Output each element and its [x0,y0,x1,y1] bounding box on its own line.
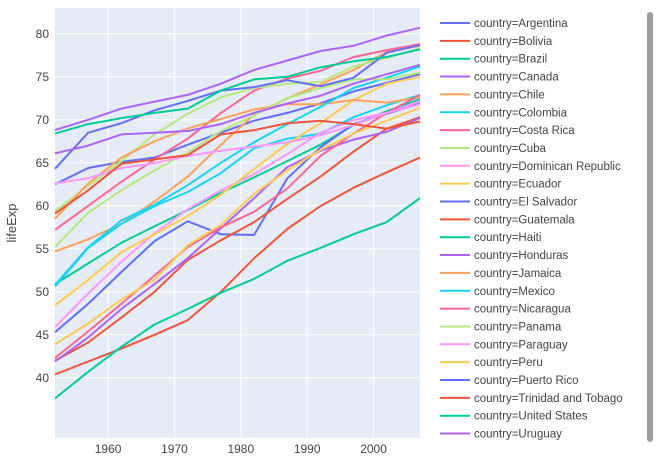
series-line-colombia [54,93,421,288]
legend-label: country=El Salvador [474,197,577,209]
legend-item-bolivia[interactable]: country=Bolivia [440,36,553,48]
legend-item-honduras[interactable]: country=Honduras [440,250,569,262]
legend-item-paraguay[interactable]: country=Paraguay [440,339,568,351]
series-line-guatemala [54,116,421,362]
series-line-jamaica [54,96,421,220]
legend-label: country=Mexico [474,286,555,298]
legend-item-costa-rica[interactable]: country=Costa Rica [440,125,575,137]
x-tick-label: 1980 [227,442,254,456]
x-tick-label: 1960 [95,442,122,456]
x-tick-label: 2000 [360,442,387,456]
legend-label: country=Ecuador [474,179,561,191]
series-line-mexico [54,65,421,286]
series-line-united-states [54,48,421,135]
legend-label: country=Argentina [474,18,568,30]
y-tick-label: 55 [36,242,50,256]
series-line-panama [54,71,421,248]
legend-item-argentina[interactable]: country=Argentina [440,18,568,30]
legend-item-mexico[interactable]: country=Mexico [440,286,555,298]
legend-scrollbar[interactable] [647,12,653,442]
series-line-costa-rica [54,43,421,231]
series-line-cuba [54,47,421,212]
legend-item-jamaica[interactable]: country=Jamaica [440,268,562,280]
series-line-chile [54,44,421,253]
x-tick-label: 1990 [294,442,321,456]
legend-item-colombia[interactable]: country=Colombia [440,107,568,119]
legend-label: country=Paraguay [474,339,568,351]
plot-background [55,8,420,438]
series-line-ecuador [54,75,421,307]
legend-item-cuba[interactable]: country=Cuba [440,143,547,155]
legend-item-uruguay[interactable]: country=Uruguay [440,429,562,441]
legend-label: country=Guatemala [474,214,575,226]
legend-label: country=Jamaica [474,268,562,280]
legend-label: country=Brazil [474,54,547,66]
y-tick-label: 40 [36,371,50,385]
legend-label: country=Nicaragua [474,304,571,316]
legend-label: country=Bolivia [474,36,553,48]
legend: country=Argentina country=Bolivia country=… [440,18,623,441]
y-tick-label: 75 [36,70,50,84]
series-lines [54,26,421,400]
legend-label: country=Trinidad and Tobago [474,393,623,405]
legend-item-el-salvador[interactable]: country=El Salvador [440,197,577,209]
series-line-trinidad-and-tobago [54,119,421,215]
y-tick-label: 60 [36,199,50,213]
legend-item-peru[interactable]: country=Peru [440,357,543,369]
legend-label: country=Puerto Rico [474,375,579,387]
series-line-peru [54,106,421,346]
series-line-haiti [54,197,421,400]
legend-item-trinidad-and-tobago[interactable]: country=Trinidad and Tobago [440,393,623,405]
legend-label: country=Canada [474,72,559,84]
legend-label: country=Chile [474,89,545,101]
legend-label: country=United States [474,411,588,423]
y-tick-label: 50 [36,285,50,299]
y-tick-label: 70 [36,113,50,127]
legend-item-panama[interactable]: country=Panama [440,321,562,333]
series-line-puerto-rico [54,44,421,170]
y-tick-label: 80 [36,27,50,41]
series-line-uruguay [54,63,421,155]
legend-item-brazil[interactable]: country=Brazil [440,54,547,66]
legend-item-dominican-republic[interactable]: country=Dominican Republic [440,161,621,173]
legend-label: country=Haiti [474,232,541,244]
legend-label: country=Honduras [474,250,569,262]
x-axis-ticks: 1960 1970 1980 1990 2000 [95,442,387,456]
legend-item-haiti[interactable]: country=Haiti [440,232,541,244]
y-axis-ticks: 40 45 50 55 60 65 70 75 80 [36,27,50,385]
series-line-nicaragua [54,94,421,359]
legend-item-canada[interactable]: country=Canada [440,72,559,84]
legend-item-ecuador[interactable]: country=Ecuador [440,179,561,191]
legend-item-nicaragua[interactable]: country=Nicaragua [440,304,571,316]
y-tick-label: 45 [36,328,50,342]
legend-label: country=Cuba [474,143,547,155]
legend-item-united-states[interactable]: country=United States [440,411,588,423]
legend-item-chile[interactable]: country=Chile [440,89,545,101]
legend-item-puerto-rico[interactable]: country=Puerto Rico [440,375,579,387]
legend-label: country=Costa Rica [474,125,575,137]
series-line-honduras [54,117,421,363]
x-tick-label: 1970 [161,442,188,456]
legend-label: country=Colombia [474,107,568,119]
legend-label: country=Panama [474,321,562,333]
legend-label: country=Uruguay [474,429,562,441]
legend-label: country=Dominican Republic [474,161,621,173]
y-axis-title: lifeExp [4,203,19,242]
legend-item-guatemala[interactable]: country=Guatemala [440,214,575,226]
y-tick-label: 65 [36,156,50,170]
legend-label: country=Peru [474,357,543,369]
series-line-paraguay [54,103,421,185]
series-line-canada [54,26,421,132]
